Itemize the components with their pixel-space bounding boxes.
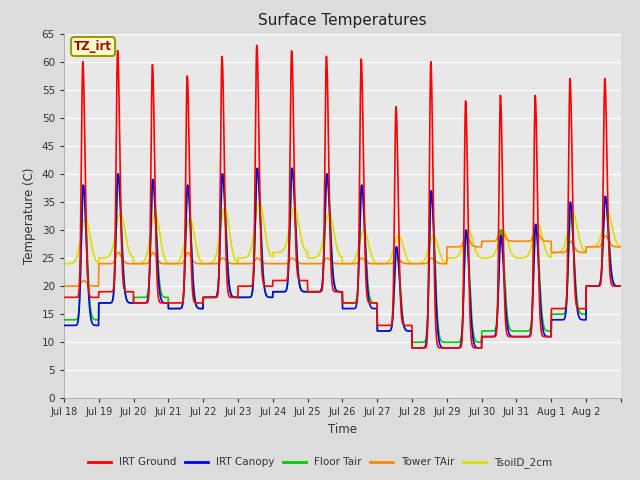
- TsoilD_2cm: [511, 254, 518, 260]
- TsoilD_2cm: [376, 261, 384, 266]
- Floor Tair: [511, 328, 518, 334]
- TsoilD_2cm: [617, 244, 625, 250]
- IRT Ground: [116, 131, 124, 136]
- Y-axis label: Temperature (C): Temperature (C): [23, 168, 36, 264]
- IRT Canopy: [609, 280, 617, 286]
- IRT Ground: [236, 283, 244, 289]
- Tower TAir: [510, 239, 518, 244]
- Tower TAir: [542, 238, 550, 244]
- Tower TAir: [617, 244, 625, 250]
- Floor Tair: [408, 339, 416, 345]
- TsoilD_2cm: [60, 261, 68, 266]
- Line: TsoilD_2cm: TsoilD_2cm: [64, 202, 621, 264]
- IRT Canopy: [60, 323, 68, 328]
- Line: IRT Ground: IRT Ground: [64, 45, 621, 348]
- Floor Tair: [289, 166, 296, 171]
- Legend: IRT Ground, IRT Canopy, Floor Tair, Tower TAir, TsoilD_2cm: IRT Ground, IRT Canopy, Floor Tair, Towe…: [84, 453, 556, 472]
- Floor Tair: [609, 279, 617, 285]
- Tower TAir: [532, 227, 540, 233]
- Floor Tair: [236, 295, 244, 300]
- IRT Canopy: [408, 345, 416, 351]
- TsoilD_2cm: [374, 261, 381, 266]
- Tower TAir: [609, 243, 617, 249]
- IRT Ground: [253, 42, 260, 48]
- Line: Tower TAir: Tower TAir: [64, 230, 621, 286]
- Floor Tair: [542, 327, 550, 333]
- TsoilD_2cm: [542, 248, 550, 253]
- Title: Surface Temperatures: Surface Temperatures: [258, 13, 427, 28]
- IRT Canopy: [376, 328, 384, 334]
- IRT Canopy: [116, 188, 124, 193]
- Tower TAir: [236, 261, 244, 266]
- TsoilD_2cm: [116, 211, 124, 216]
- IRT Canopy: [542, 333, 550, 339]
- IRT Canopy: [617, 283, 625, 289]
- X-axis label: Time: Time: [328, 423, 357, 436]
- Floor Tair: [116, 182, 124, 188]
- TsoilD_2cm: [256, 199, 264, 205]
- Line: Floor Tair: Floor Tair: [64, 168, 621, 342]
- IRT Canopy: [236, 295, 244, 300]
- IRT Ground: [511, 334, 518, 339]
- Line: IRT Canopy: IRT Canopy: [64, 168, 621, 348]
- TsoilD_2cm: [609, 229, 617, 235]
- Tower TAir: [60, 283, 68, 289]
- IRT Ground: [408, 345, 416, 351]
- IRT Canopy: [511, 334, 518, 339]
- IRT Ground: [542, 334, 550, 339]
- IRT Ground: [617, 283, 625, 289]
- IRT Ground: [60, 295, 68, 300]
- IRT Ground: [609, 283, 617, 289]
- Tower TAir: [116, 251, 124, 257]
- Floor Tair: [376, 328, 384, 334]
- Tower TAir: [376, 261, 383, 266]
- IRT Canopy: [253, 166, 261, 171]
- IRT Ground: [376, 323, 384, 328]
- Floor Tair: [60, 317, 68, 323]
- TsoilD_2cm: [236, 255, 244, 261]
- Text: TZ_irt: TZ_irt: [74, 40, 112, 53]
- Floor Tair: [617, 283, 625, 289]
